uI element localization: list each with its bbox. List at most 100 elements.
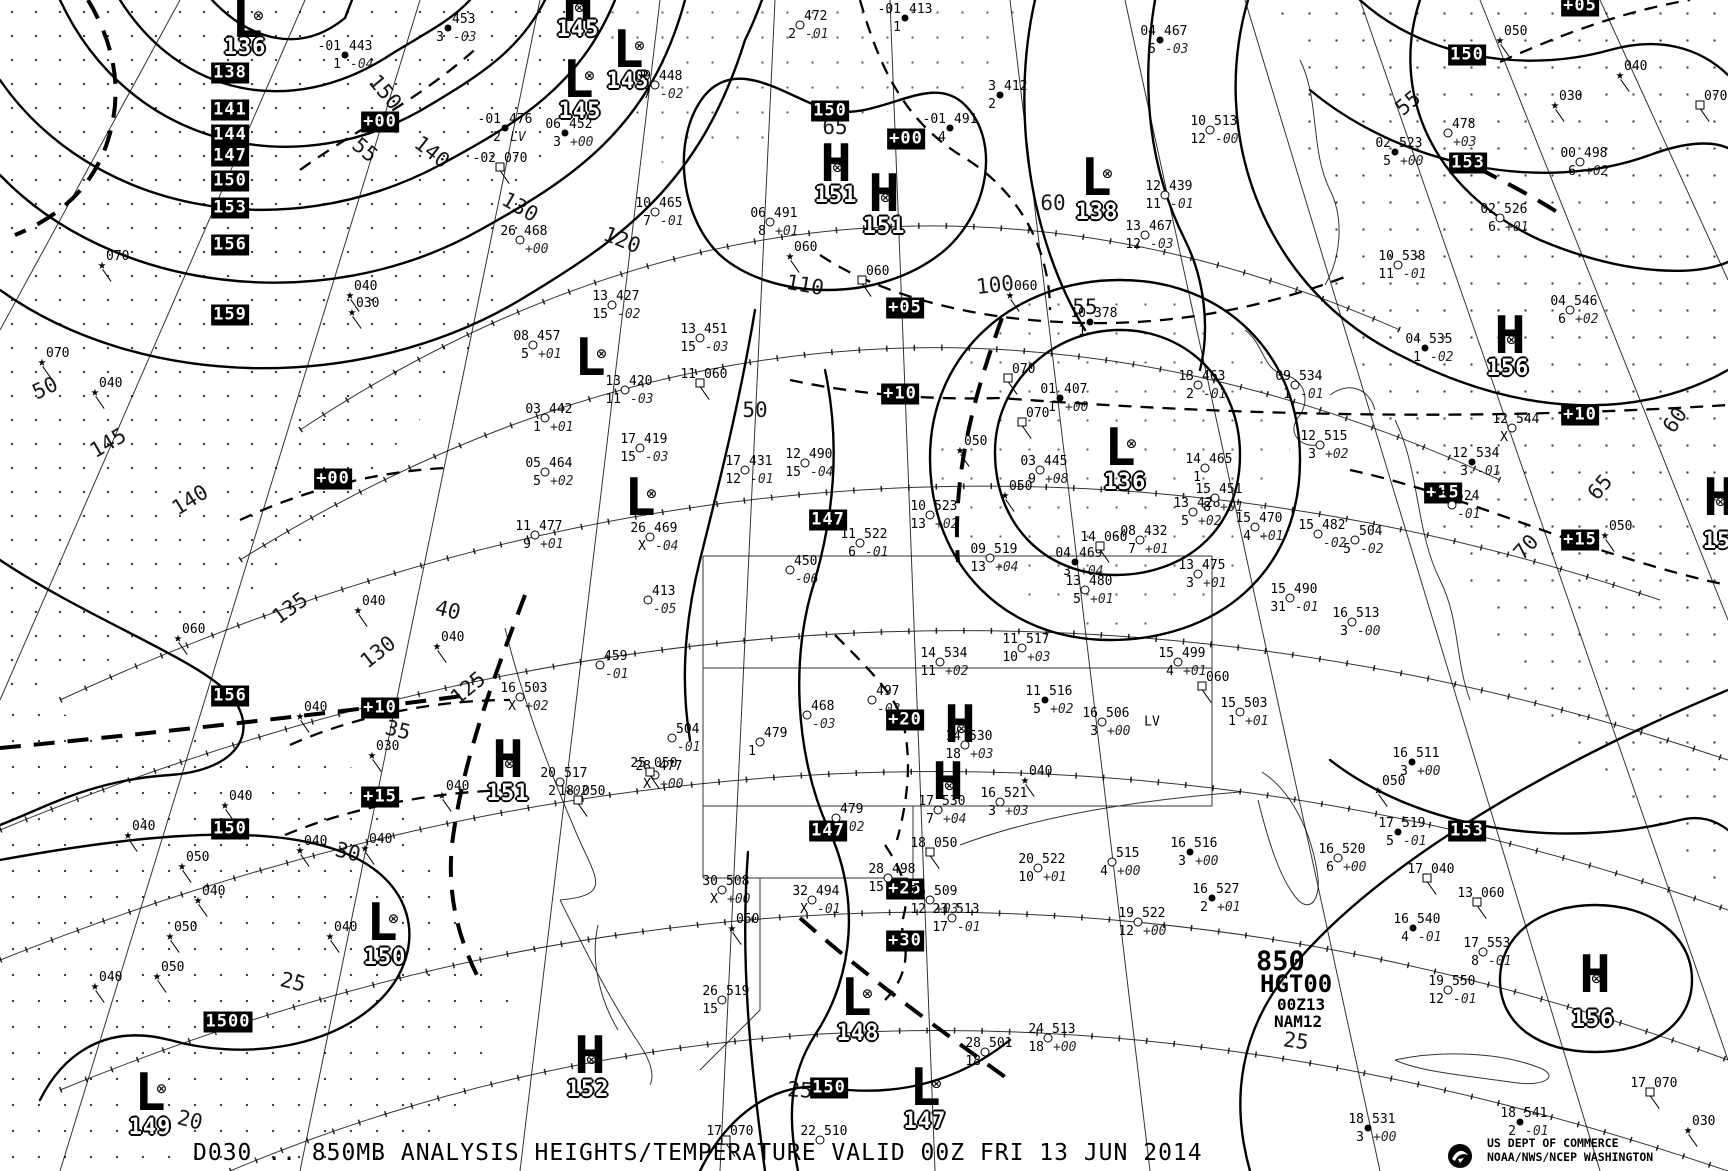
station-bl: 7 bbox=[1128, 542, 1136, 557]
station-marker-circ-icon bbox=[540, 467, 550, 477]
station-tr: 040 bbox=[304, 834, 328, 849]
station-tl: 01 bbox=[1040, 382, 1056, 397]
station-br: +00 bbox=[1343, 860, 1367, 875]
station-tr: 413 bbox=[909, 2, 933, 17]
station-br: +02 bbox=[1325, 447, 1349, 462]
station-marker-sq-icon bbox=[1197, 681, 1207, 691]
station-marker-circ-icon bbox=[650, 80, 660, 90]
station-marker-circ-icon bbox=[1017, 643, 1027, 653]
station-br: -03 bbox=[645, 450, 669, 465]
station-br: -03 bbox=[877, 702, 901, 717]
station-tr: 531 bbox=[1372, 1112, 1396, 1127]
station-br: +04 bbox=[943, 812, 967, 827]
station-tr: 451 bbox=[1219, 482, 1243, 497]
station-br: +08 bbox=[1045, 472, 1069, 487]
station-tr: 030 bbox=[1559, 89, 1583, 104]
station-tr: 060 bbox=[182, 622, 206, 637]
station-tr: 522 bbox=[1142, 906, 1166, 921]
geography-outlines bbox=[504, 59, 1550, 1086]
station-tr: 030 bbox=[1692, 1114, 1716, 1129]
station-tl: 12 bbox=[1300, 429, 1316, 444]
station-tr: 467 bbox=[1149, 219, 1173, 234]
station-br: +00 bbox=[1065, 400, 1089, 415]
station-marker-circ-icon bbox=[1315, 440, 1325, 450]
station-bl: 4 bbox=[938, 130, 946, 145]
station-tr: 060 bbox=[1014, 279, 1038, 294]
station-tr: 050 bbox=[1609, 519, 1633, 534]
station-tl: 13 bbox=[1173, 496, 1189, 511]
pressure-center-value: 148 bbox=[836, 1021, 880, 1046]
station-marker-circ-icon bbox=[1035, 465, 1045, 475]
station-br: -02 bbox=[617, 307, 641, 322]
station-marker-dot-icon bbox=[1468, 458, 1476, 466]
station-marker-dot-icon bbox=[1071, 558, 1079, 566]
contour-label: +10 bbox=[1561, 404, 1599, 426]
pressure-center-value: 136 bbox=[1103, 470, 1147, 495]
station-bl: 5 bbox=[1073, 592, 1081, 607]
station-br: +03 bbox=[970, 747, 994, 762]
pressure-center-h: H ⊗ bbox=[1703, 468, 1728, 528]
contour-label: +05 bbox=[886, 297, 924, 319]
station-tl: 17 bbox=[1378, 816, 1394, 831]
station-tr: 478 bbox=[1452, 117, 1476, 132]
station-br: +02 bbox=[1585, 164, 1609, 179]
station-br: -01 bbox=[1453, 992, 1477, 1007]
station-bl: 2 bbox=[788, 27, 796, 42]
station-br: -01 bbox=[1418, 930, 1442, 945]
station-br: -02 bbox=[1360, 542, 1384, 557]
station-marker-circ-icon bbox=[802, 710, 812, 720]
station-tr: 040 bbox=[1624, 59, 1648, 74]
station-marker-circ-icon bbox=[1443, 985, 1453, 995]
center-mark-icon: ⊗ bbox=[1591, 969, 1602, 989]
station-marker-dot-icon bbox=[1364, 1124, 1372, 1132]
station-bl: 3 bbox=[553, 135, 561, 150]
station-br: +00 bbox=[1117, 864, 1141, 879]
station-marker-sq-icon bbox=[1095, 541, 1105, 551]
station-marker-circ-icon bbox=[960, 740, 970, 750]
station-marker-dot-icon bbox=[996, 91, 1004, 99]
station-br: +01 bbox=[1183, 664, 1207, 679]
center-mark-icon: ⊗ bbox=[388, 909, 399, 929]
pressure-center-value: 151 bbox=[486, 781, 530, 806]
station-marker-sq-icon bbox=[1645, 1087, 1655, 1097]
station-marker-dot-icon bbox=[1056, 394, 1064, 402]
station-br: +01 bbox=[540, 537, 564, 552]
noaa-logo bbox=[1448, 1144, 1472, 1168]
pressure-center-h: H ⊗ bbox=[574, 1026, 606, 1086]
station-tr: 448 bbox=[659, 69, 683, 84]
station-tr: 523 bbox=[934, 499, 958, 514]
contour-label: 156 bbox=[211, 234, 249, 256]
product-field: HGT00 bbox=[1260, 970, 1333, 998]
station-marker-circ-icon bbox=[1097, 717, 1107, 727]
station-br: +00 bbox=[1195, 854, 1219, 869]
graticule-ticks bbox=[0, 222, 1728, 1171]
station-bl: 1 bbox=[1413, 350, 1421, 365]
station-tr: 070 bbox=[46, 346, 70, 361]
station-bl: 12 bbox=[725, 472, 741, 487]
station-bl: 6 bbox=[1488, 220, 1496, 235]
station-br: -03 bbox=[1165, 42, 1189, 57]
station-marker-sq-icon bbox=[721, 1135, 731, 1145]
pressure-center-value: 151 bbox=[814, 183, 858, 208]
station-bl: 11 bbox=[1378, 267, 1394, 282]
station-bl: 3 bbox=[1308, 447, 1316, 462]
center-mark-icon: ⊗ bbox=[862, 984, 873, 1004]
station-tl: -01 bbox=[317, 39, 341, 54]
station-tr: 470 bbox=[1259, 511, 1283, 526]
station-bl: 7 bbox=[643, 214, 651, 229]
station-marker-circ-icon bbox=[555, 777, 565, 787]
station-br: +02 bbox=[935, 517, 959, 532]
station-tr: 432 bbox=[1144, 524, 1168, 539]
station-marker-circ-icon bbox=[1333, 853, 1343, 863]
station-tl: 18 bbox=[1348, 1112, 1364, 1127]
station-tr: 040 bbox=[132, 819, 156, 834]
station-br: +01 bbox=[1505, 220, 1529, 235]
station-marker-circ-icon bbox=[717, 995, 727, 1005]
station-marker-circ-icon bbox=[1350, 535, 1360, 545]
station-marker-sq-icon bbox=[1472, 897, 1482, 907]
station-bl: 12 bbox=[1118, 924, 1134, 939]
station-br: +02 bbox=[550, 474, 574, 489]
contour-label: 153 bbox=[1449, 152, 1487, 174]
station-tr: 450 bbox=[794, 554, 818, 569]
station-tr: 413 bbox=[652, 584, 676, 599]
